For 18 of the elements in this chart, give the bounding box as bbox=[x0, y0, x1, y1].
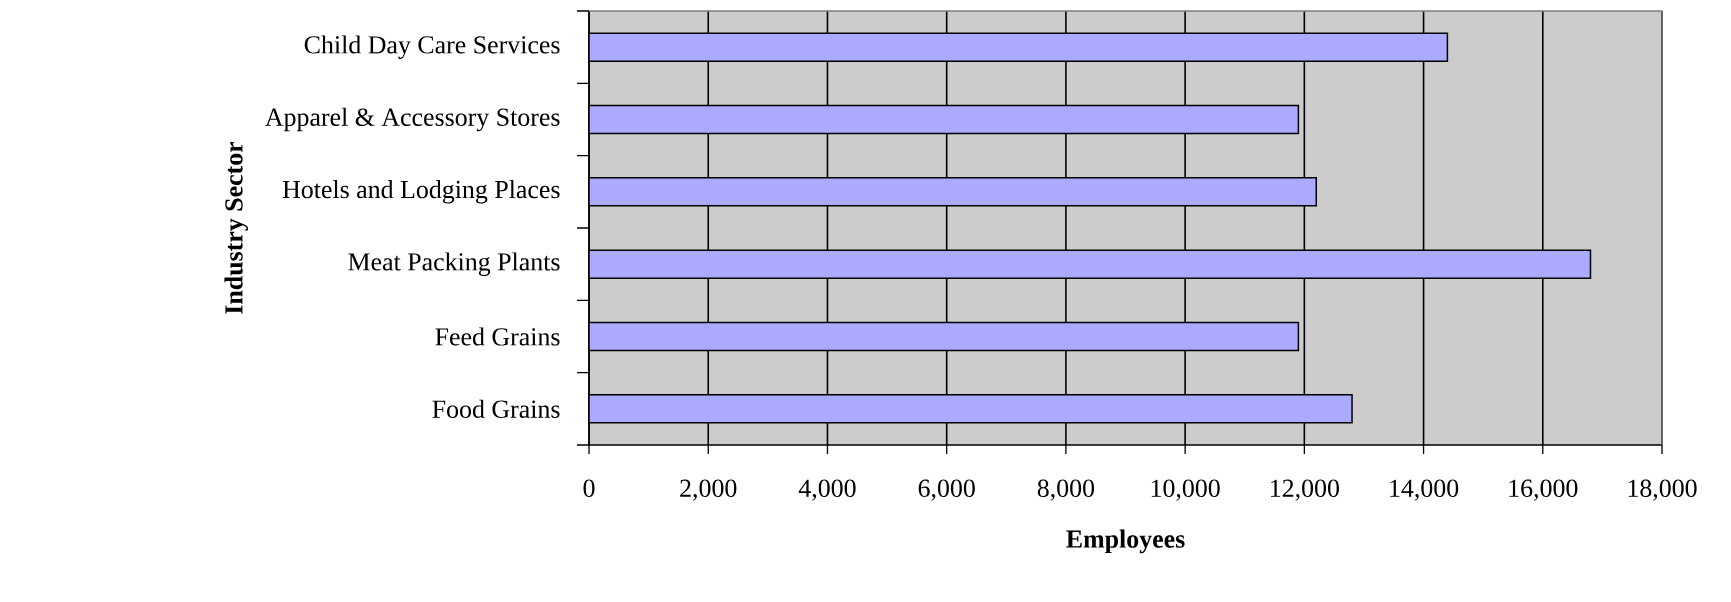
x-tick-label: 4,000 bbox=[798, 479, 856, 501]
y-tick-label: Feed Grains bbox=[435, 327, 560, 346]
x-tick-label: 2,000 bbox=[680, 479, 737, 501]
x-tick-label: 18,000 bbox=[1628, 479, 1697, 501]
y-tick-label: Meat Packing Plants bbox=[348, 252, 560, 276]
x-tick-label: 6,000 bbox=[918, 479, 975, 501]
x-tick-label: 12,000 bbox=[1271, 479, 1339, 501]
x-axis-title: Employees bbox=[1066, 529, 1185, 554]
y-tick-label: Child Day Care Services bbox=[304, 35, 560, 59]
x-tick-label: 10,000 bbox=[1151, 479, 1220, 501]
y-axis-title: Industry Sector bbox=[224, 141, 249, 314]
y-tick-label: Food Grains bbox=[432, 399, 560, 418]
x-tick-label: 8,000 bbox=[1037, 479, 1095, 501]
x-tick-label: 16,000 bbox=[1509, 479, 1578, 501]
x-tick-label: 14,000 bbox=[1390, 479, 1459, 501]
y-tick-label: Hotels and Lodging Places bbox=[282, 180, 560, 204]
y-tick-label: Apparel & Accessory Stores bbox=[265, 107, 560, 132]
x-tick-label: 0 bbox=[583, 479, 595, 497]
